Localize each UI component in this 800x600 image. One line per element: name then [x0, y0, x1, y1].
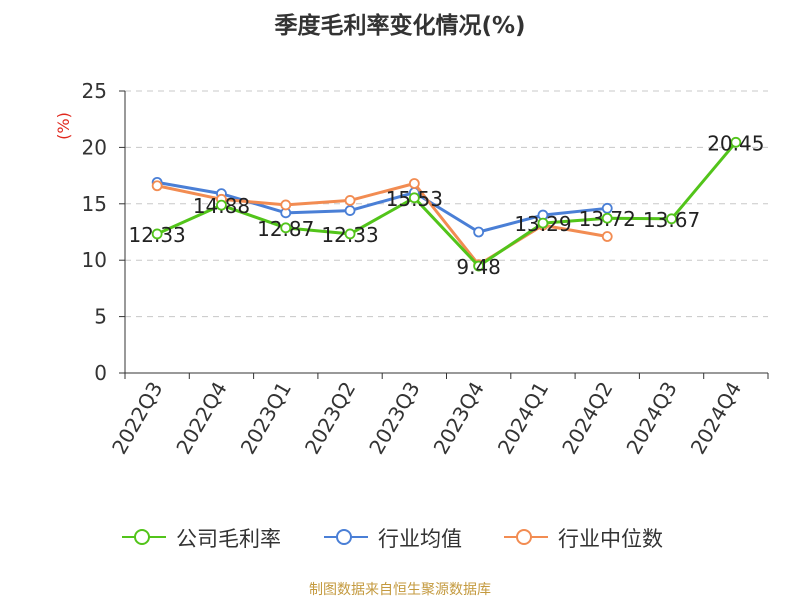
source-note: 制图数据来自恒生聚源数据库: [309, 582, 491, 598]
legend: 公司毛利率 行业均值 行业中位数: [0, 521, 800, 553]
data-point: [473, 226, 485, 238]
data-point: [408, 192, 420, 204]
x-tick-label: 2024Q2: [557, 378, 617, 459]
data-label: 12.87: [257, 217, 314, 241]
x-tick-label: 2023Q1: [236, 378, 296, 459]
chart-title: 季度毛利率变化情况(%): [274, 13, 526, 39]
y-tick-label: 20: [82, 135, 107, 159]
x-tick-label: 2022Q3: [107, 378, 167, 459]
data-point: [601, 231, 613, 242]
y-axis-label: (%): [54, 112, 73, 140]
data-point: [666, 213, 677, 225]
x-tick-label: 2024Q4: [686, 378, 746, 459]
data-point: [601, 202, 613, 214]
series-line: [156, 180, 608, 234]
data-label: 15.53: [386, 187, 443, 211]
data-label: 20.45: [707, 131, 764, 155]
data-label: 13.67: [643, 208, 700, 232]
data-point: [280, 199, 292, 211]
data-point: [473, 260, 485, 272]
data-point: [730, 136, 742, 148]
data-point: [216, 199, 227, 211]
x-tick-label: 2024Q3: [621, 378, 681, 459]
x-tick-label: 2023Q3: [364, 378, 424, 459]
data-point: [151, 180, 163, 192]
y-tick-label: 25: [82, 79, 107, 103]
legend-marker: [516, 529, 532, 545]
data-point: [280, 222, 292, 234]
legend-marker: [134, 529, 150, 545]
data-label: 13.29: [514, 212, 571, 236]
y-tick-label: 5: [94, 305, 107, 329]
legend-label: 行业中位数: [558, 527, 663, 551]
x-tick-label: 2024Q1: [493, 378, 553, 459]
y-tick-label: 15: [82, 192, 107, 216]
data-point: [344, 205, 356, 216]
data-point: [601, 212, 613, 224]
data-label: 13.72: [579, 207, 636, 231]
data-label: 12.33: [321, 223, 378, 247]
x-tick-label: 2023Q4: [429, 378, 489, 459]
series-line: [156, 141, 737, 268]
y-tick-label: 10: [82, 248, 107, 272]
data-point: [408, 178, 420, 189]
x-tick-label: 2023Q2: [300, 378, 360, 459]
legend-marker: [336, 529, 352, 545]
y-tick-label: 0: [94, 361, 107, 385]
data-point: [344, 228, 356, 240]
legend-label: 公司毛利率: [176, 527, 281, 551]
data-label: 12.33: [129, 223, 186, 247]
data-point: [344, 195, 356, 206]
data-point: [151, 228, 163, 240]
x-tick-label: 2022Q4: [171, 378, 231, 459]
data-point: [537, 217, 549, 229]
data-label: 14.88: [193, 194, 250, 218]
legend-label: 行业均值: [378, 527, 462, 551]
data-label: 9.48: [456, 255, 501, 279]
